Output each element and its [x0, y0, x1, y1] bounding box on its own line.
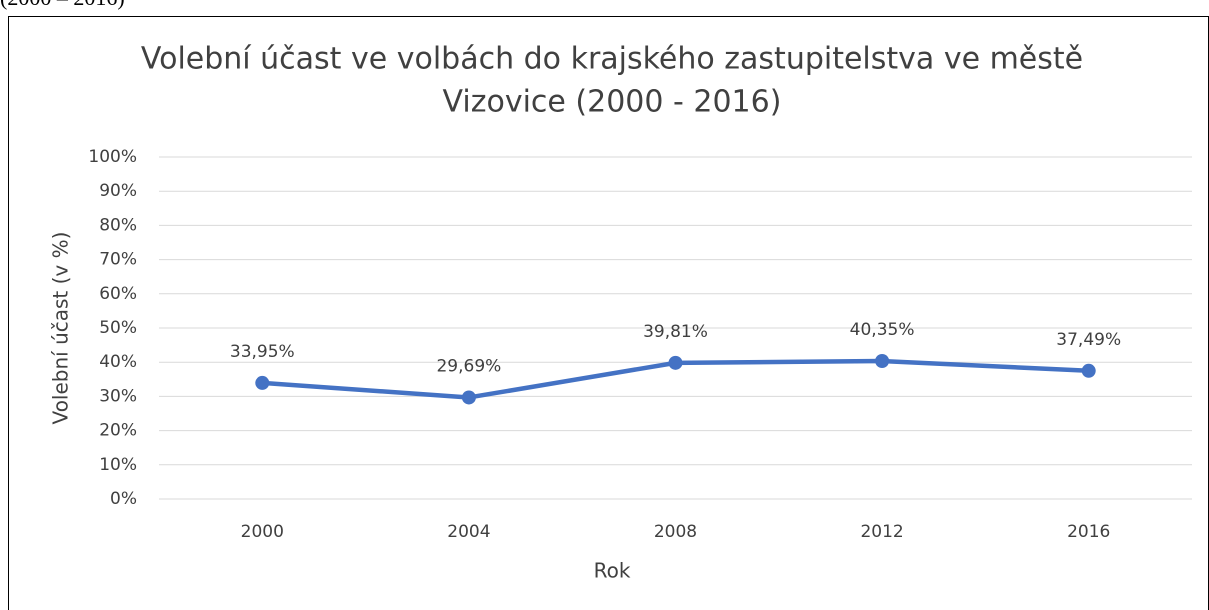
- data-label: 33,95%: [230, 342, 295, 362]
- y-tick-label: 90%: [99, 181, 137, 201]
- y-tick-label: 80%: [99, 215, 137, 235]
- x-tick-label: 2008: [654, 522, 697, 542]
- data-label: 29,69%: [436, 356, 501, 376]
- chart-title: Vizovice (2000 - 2016): [443, 85, 782, 120]
- data-label: 40,35%: [850, 320, 915, 340]
- y-tick-label: 50%: [99, 318, 137, 338]
- chart-border: [8, 16, 1209, 610]
- x-tick-label: 2016: [1067, 522, 1110, 542]
- y-tick-label: 10%: [99, 455, 137, 475]
- y-tick-label: 100%: [88, 147, 137, 167]
- y-tick-label: 30%: [99, 386, 137, 406]
- y-tick-label: 20%: [99, 421, 137, 441]
- y-tick-label: 70%: [99, 250, 137, 270]
- chart-title: Volební účast ve volbách do krajského za…: [141, 42, 1083, 77]
- x-tick-label: 2004: [447, 522, 490, 542]
- y-axis-title: Volební účast (v %): [49, 232, 73, 425]
- data-point: [668, 355, 683, 370]
- data-point: [1081, 363, 1096, 378]
- y-tick-label: 60%: [99, 284, 137, 304]
- x-axis-title: Rok: [594, 559, 631, 583]
- y-tick-label: 0%: [110, 489, 137, 509]
- data-point: [461, 390, 476, 405]
- x-tick-label: 2012: [860, 522, 903, 542]
- x-tick-label: 2000: [241, 522, 284, 542]
- data-point: [255, 375, 270, 390]
- data-point: [875, 354, 890, 369]
- y-tick-label: 40%: [99, 352, 137, 372]
- page-caption: (2000 – 2016): [0, 0, 125, 10]
- data-label: 37,49%: [1056, 330, 1121, 350]
- data-label: 39,81%: [643, 322, 708, 342]
